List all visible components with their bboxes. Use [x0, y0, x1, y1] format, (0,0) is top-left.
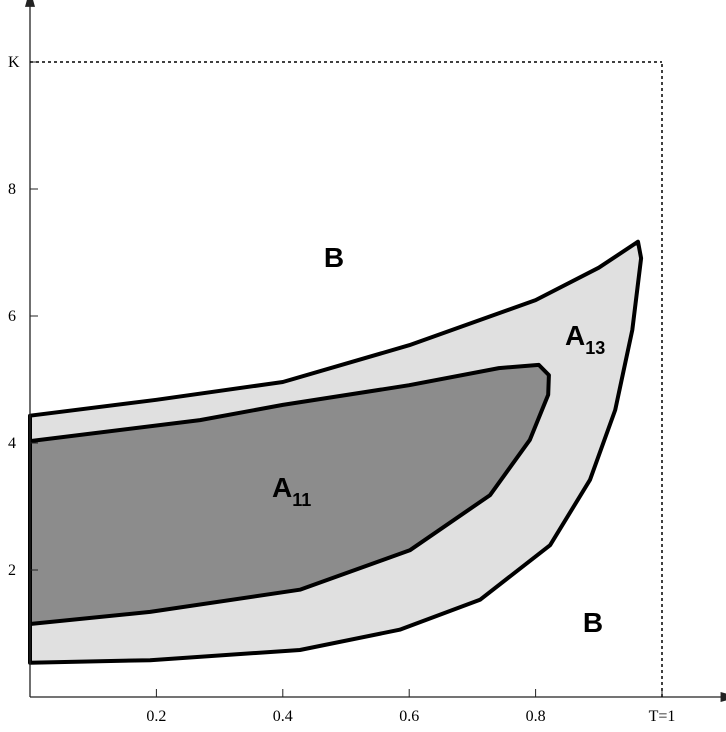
y-tick-label: 6 [8, 308, 16, 325]
region-label: A13 [565, 320, 605, 358]
region-label-base: A [272, 472, 292, 503]
y-tick-label: K [8, 54, 20, 71]
annotation: B [324, 242, 344, 273]
region-label-base: A [565, 320, 585, 351]
y-tick-label: 4 [8, 435, 16, 452]
region-label-sub: 13 [585, 338, 605, 358]
x-tick-label: 0.6 [399, 708, 419, 725]
region-label: A11 [272, 472, 311, 510]
annotation: B [583, 607, 603, 638]
y-tick-label: 2 [8, 562, 16, 579]
y-tick-label: 8 [8, 181, 16, 198]
x-tick-label: T=1 [649, 708, 676, 725]
x-tick-label: 0.2 [146, 708, 166, 725]
y-arrow [25, 0, 35, 7]
region-label-sub: 11 [292, 490, 311, 510]
x-tick-label: 0.4 [273, 708, 293, 725]
x-tick-label: 0.8 [526, 708, 546, 725]
x-arrow [720, 692, 726, 702]
region [28, 362, 551, 626]
